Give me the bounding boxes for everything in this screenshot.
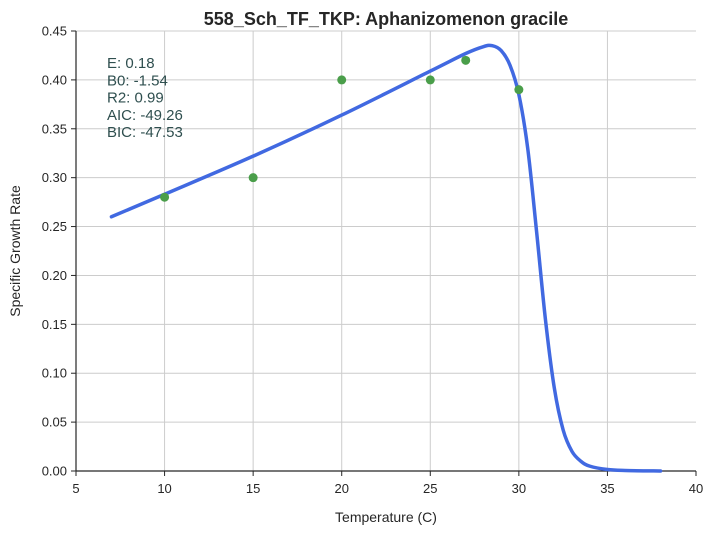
x-tick-label: 10 [157, 481, 171, 496]
series-layer [109, 43, 663, 473]
data-point [160, 192, 170, 202]
data-point [425, 75, 435, 85]
x-axis-label: Temperature (C) [335, 509, 437, 525]
y-tick-label: 0.45 [42, 24, 67, 39]
stat-line: B0: -1.54 [107, 72, 168, 89]
chart-title: 558_Sch_TF_TKP: Aphanizomenon gracile [204, 9, 568, 29]
axes [75, 31, 696, 472]
y-tick-label: 0.10 [42, 366, 67, 381]
x-tick-label: 30 [512, 481, 526, 496]
grid-lines [76, 30, 696, 471]
y-tick-label: 0.40 [42, 72, 67, 87]
fitted-curve [109, 43, 663, 473]
y-tick-label: 0.35 [42, 121, 67, 136]
stat-line: E: 0.18 [107, 55, 155, 72]
x-ticks: 5 10 15 20 25 30 35 40 [72, 471, 703, 496]
x-tick-label: 40 [689, 481, 703, 496]
y-tick-label: 0.20 [42, 268, 67, 283]
y-tick-label: 0.05 [42, 415, 67, 430]
data-point [248, 173, 258, 183]
x-tick-label: 15 [246, 481, 260, 496]
x-tick-label: 35 [600, 481, 614, 496]
x-tick-label: 5 [72, 481, 79, 496]
y-tick-label: 0.00 [42, 464, 67, 479]
data-point [337, 75, 347, 85]
y-tick-label: 0.25 [42, 219, 67, 234]
data-point [514, 85, 524, 95]
stat-line: R2: 0.99 [107, 90, 164, 107]
y-tick-label: 0.30 [42, 170, 67, 185]
stat-line: BIC: -47.53 [107, 124, 183, 141]
x-tick-label: 20 [334, 481, 348, 496]
data-point [461, 55, 471, 65]
y-axis-label: Specific Growth Rate [7, 185, 23, 317]
stat-line: AIC: -49.26 [107, 107, 183, 124]
y-tick-label: 0.15 [42, 317, 67, 332]
y-ticks: 0.00 0.05 0.10 0.15 0.20 0.25 0.30 0.35 0.40 0.45 [42, 24, 76, 479]
x-tick-label: 25 [423, 481, 437, 496]
